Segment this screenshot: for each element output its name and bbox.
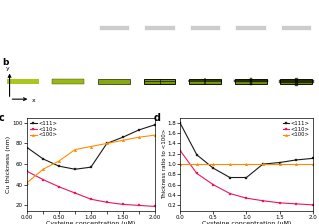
Text: c: c: [0, 113, 5, 123]
<111>: [41, 157, 45, 160]
<111>: [195, 153, 199, 156]
<111>: [311, 157, 315, 160]
FancyBboxPatch shape: [189, 79, 221, 84]
FancyBboxPatch shape: [98, 79, 130, 84]
<110>: [178, 149, 182, 152]
<100>: [89, 145, 93, 148]
FancyBboxPatch shape: [280, 79, 312, 84]
<111>: [278, 161, 281, 164]
<100>: [73, 148, 77, 151]
Legend: <111>, <110>, <100>: <111>, <110>, <100>: [282, 120, 310, 138]
<100>: [25, 181, 29, 184]
<111>: [57, 165, 61, 168]
Text: b: b: [3, 58, 9, 67]
<100>: [311, 163, 315, 165]
<110>: [195, 172, 199, 175]
FancyBboxPatch shape: [144, 79, 175, 84]
<110>: [311, 204, 315, 206]
<110>: [41, 178, 45, 181]
Y-axis label: Thickness ratio to <100>: Thickness ratio to <100>: [162, 129, 167, 199]
<110>: [73, 192, 77, 194]
<110>: [294, 202, 298, 205]
<100>: [278, 163, 281, 165]
<100>: [244, 163, 248, 165]
<100>: [105, 142, 109, 145]
<110>: [25, 170, 29, 173]
X-axis label: Cysteine concentration (μM): Cysteine concentration (μM): [46, 221, 136, 224]
FancyBboxPatch shape: [7, 79, 39, 84]
Legend: <111>, <110>, <100>: <111>, <110>, <100>: [30, 120, 58, 138]
<111>: [121, 136, 125, 139]
FancyBboxPatch shape: [53, 25, 84, 30]
<110>: [244, 197, 248, 200]
<111>: [153, 123, 157, 126]
<110>: [261, 199, 265, 202]
<110>: [211, 183, 215, 186]
<100>: [211, 163, 215, 165]
FancyBboxPatch shape: [144, 25, 175, 30]
<111>: [294, 159, 298, 161]
Text: d: d: [154, 113, 161, 123]
<111>: [261, 163, 265, 165]
FancyBboxPatch shape: [52, 79, 84, 84]
<100>: [294, 163, 298, 165]
Line: <111>: <111>: [26, 123, 156, 171]
<111>: [73, 168, 77, 171]
<111>: [244, 176, 248, 179]
<111>: [137, 129, 141, 131]
<110>: [228, 192, 232, 195]
<110>: [57, 185, 61, 188]
<100>: [121, 139, 125, 142]
<100>: [228, 163, 232, 165]
<111>: [228, 176, 232, 179]
Text: a: a: [3, 2, 9, 11]
X-axis label: Cysteine concentration (μM): Cysteine concentration (μM): [202, 221, 291, 224]
Line: <110>: <110>: [179, 149, 314, 206]
Line: <111>: <111>: [179, 122, 314, 179]
FancyBboxPatch shape: [235, 25, 266, 30]
<100>: [153, 134, 157, 136]
<100>: [261, 163, 265, 165]
Line: <110>: <110>: [26, 170, 156, 208]
FancyBboxPatch shape: [8, 25, 38, 30]
<110>: [89, 198, 93, 200]
<110>: [137, 204, 141, 207]
FancyBboxPatch shape: [281, 25, 311, 30]
<111>: [178, 122, 182, 125]
FancyBboxPatch shape: [235, 79, 267, 84]
<100>: [195, 163, 199, 165]
<110>: [153, 205, 157, 208]
<111>: [105, 142, 109, 145]
<100>: [137, 136, 141, 139]
<110>: [278, 201, 281, 204]
FancyBboxPatch shape: [190, 25, 220, 30]
<100>: [178, 163, 182, 165]
Line: <100>: <100>: [179, 163, 314, 166]
FancyBboxPatch shape: [99, 25, 129, 30]
Text: y: y: [6, 66, 10, 71]
Y-axis label: Cu thickness (nm): Cu thickness (nm): [6, 136, 11, 193]
Text: x: x: [32, 98, 36, 103]
<111>: [89, 166, 93, 168]
<100>: [41, 168, 45, 171]
<100>: [57, 160, 61, 162]
Line: <100>: <100>: [26, 134, 156, 184]
<110>: [105, 201, 109, 204]
<111>: [211, 167, 215, 170]
<110>: [121, 203, 125, 206]
<111>: [25, 146, 29, 149]
